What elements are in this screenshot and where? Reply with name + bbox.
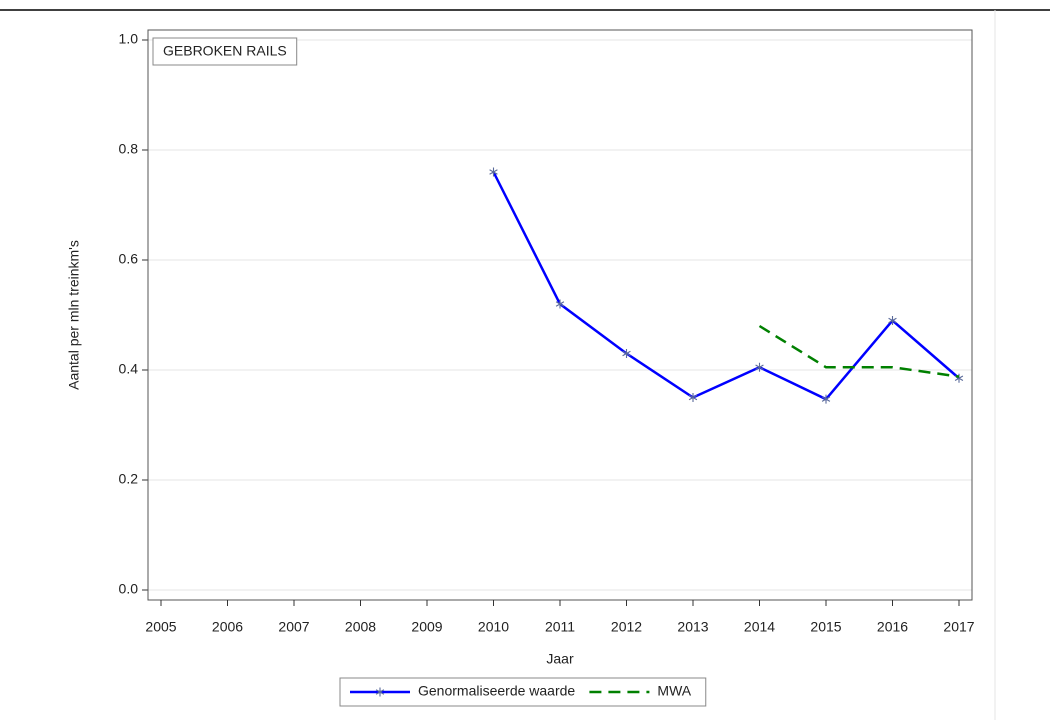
marker-stroke [622, 350, 631, 357]
x-tick-label: 2017 [943, 619, 974, 635]
legend-label: Genormaliseerde waarde [418, 683, 575, 699]
annotation: GEBROKEN RAILS [163, 43, 287, 59]
marker-stroke [755, 364, 764, 370]
data-marker [489, 167, 498, 177]
y-axis-label: Aantal per mln treinkm's [66, 240, 82, 390]
series-line [758, 324, 960, 378]
marker-stroke [888, 317, 897, 324]
data-marker [755, 362, 764, 372]
y-tick-label: 0.4 [119, 361, 139, 377]
x-tick-label: 2010 [478, 619, 509, 635]
data-marker [888, 316, 897, 325]
data-marker [688, 393, 698, 402]
x-tick-label: 2014 [744, 619, 775, 635]
marker-stroke [375, 689, 385, 695]
x-axis-label: Jaar [546, 651, 574, 667]
legend-label: MWA [657, 683, 691, 699]
data-marker [622, 349, 631, 358]
x-tick-label: 2012 [611, 619, 642, 635]
x-tick-label: 2006 [212, 619, 243, 635]
y-tick-label: 1.0 [119, 31, 139, 47]
marker-stroke [489, 169, 498, 175]
y-tick-label: 0.0 [119, 581, 139, 597]
x-tick-label: 2015 [810, 619, 841, 635]
annotation-box [152, 37, 298, 66]
marker-stroke [688, 394, 698, 401]
marker-stroke [821, 396, 831, 402]
x-tick-label: 2009 [411, 619, 442, 635]
plot-frame [147, 29, 973, 601]
x-tick-label: 2008 [345, 619, 376, 635]
x-tick-label: 2016 [877, 619, 908, 635]
legend-marker [375, 687, 385, 697]
data-marker [555, 299, 565, 309]
data-marker [821, 394, 831, 404]
marker-stroke [555, 301, 565, 307]
y-tick-label: 0.8 [119, 141, 139, 157]
marker-stroke [954, 375, 964, 381]
x-tick-label: 2005 [145, 619, 176, 635]
y-tick-label: 0.6 [119, 251, 139, 267]
series-line [492, 171, 960, 401]
x-tick-label: 2007 [278, 619, 309, 635]
x-tick-label: 2013 [677, 619, 708, 635]
x-tick-label: 2011 [545, 619, 575, 635]
y-tick-label: 0.2 [119, 471, 139, 487]
